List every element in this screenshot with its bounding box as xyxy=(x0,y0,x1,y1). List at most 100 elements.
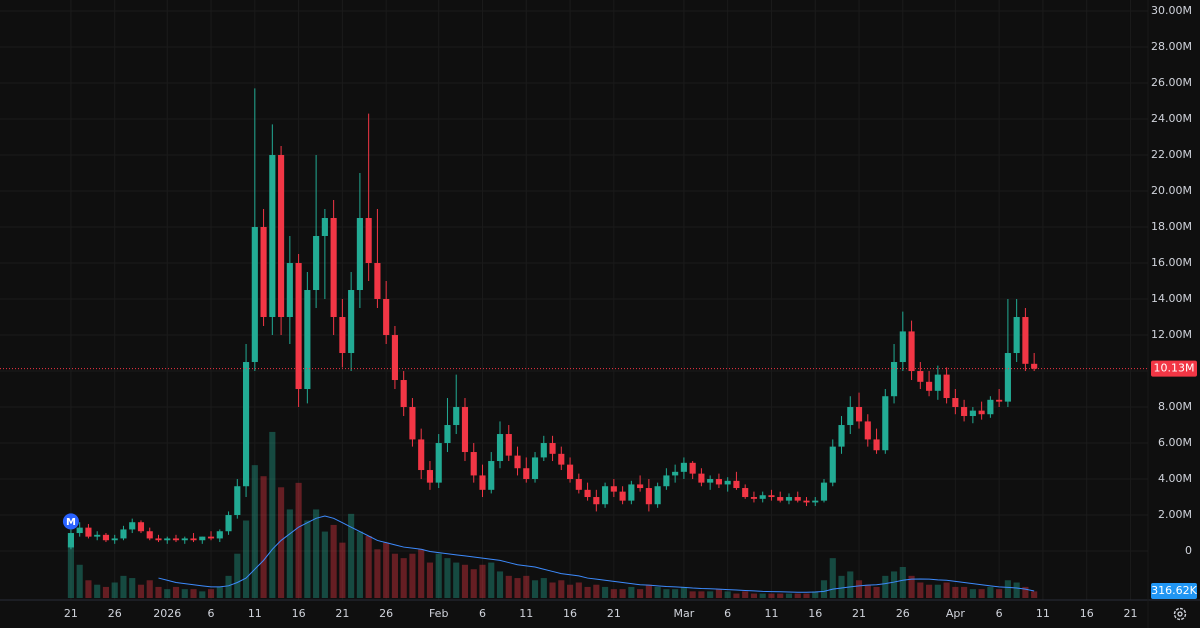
candle-body xyxy=(794,497,801,501)
volume-bar xyxy=(470,569,477,598)
candle-body xyxy=(321,218,328,237)
candle-body xyxy=(610,486,617,492)
candle-body xyxy=(777,497,784,501)
candle-body xyxy=(637,484,644,489)
volume-bar xyxy=(523,575,530,598)
candle-body xyxy=(987,399,994,415)
volume-bar xyxy=(602,586,609,598)
candle-body xyxy=(1013,317,1020,354)
y-tick-label: 14.00M xyxy=(1151,292,1192,305)
x-tick-label: 11 xyxy=(519,607,533,620)
volume-bar xyxy=(838,575,845,598)
event-marker-label: M xyxy=(66,517,76,528)
x-tick-label: 26 xyxy=(896,607,910,620)
volume-bar xyxy=(321,531,328,598)
candle-body xyxy=(882,396,889,451)
volume-bar xyxy=(181,589,188,598)
candle-body xyxy=(531,457,539,480)
candle-body xyxy=(698,473,705,483)
x-tick-label: Apr xyxy=(946,607,966,620)
candle-body xyxy=(488,461,495,490)
volume-bar xyxy=(803,593,810,598)
volume-bar xyxy=(908,575,915,598)
volume-bar xyxy=(330,524,337,598)
volume-bar xyxy=(672,589,679,598)
candle-body xyxy=(251,227,258,363)
volume-bar xyxy=(225,575,232,598)
volume-bar xyxy=(943,582,950,598)
x-tick-label: 21 xyxy=(335,607,349,620)
volume-bar xyxy=(926,584,933,598)
candle-body xyxy=(654,486,661,505)
volume-bar xyxy=(987,586,994,598)
candle-body xyxy=(566,464,574,480)
y-tick-label: 4.00M xyxy=(1158,472,1192,485)
candle-body xyxy=(1004,353,1011,402)
candle-body xyxy=(426,470,434,483)
y-tick-label: 22.00M xyxy=(1151,148,1192,161)
candle-body xyxy=(225,515,232,532)
grid xyxy=(0,0,1148,600)
candle-body xyxy=(575,479,582,490)
candle-body xyxy=(672,471,679,476)
candle-body xyxy=(164,538,171,541)
candle-body xyxy=(715,479,722,485)
volume-bar xyxy=(575,582,582,598)
volume-bar xyxy=(558,580,565,598)
x-tick-label: 26 xyxy=(379,607,393,620)
candle-body xyxy=(304,290,311,390)
candle-body xyxy=(540,443,547,458)
candle-body xyxy=(680,462,687,472)
volume-bar xyxy=(146,580,153,598)
volume-bar xyxy=(313,509,320,598)
x-tick-label: 16 xyxy=(563,607,577,620)
last-price-label: 10.13M xyxy=(1154,362,1195,375)
volume-bar xyxy=(794,593,801,598)
last-price-badge xyxy=(1151,360,1197,377)
candle-body xyxy=(216,531,223,539)
y-tick-label: 20.00M xyxy=(1151,184,1192,197)
y-tick-label: 0 xyxy=(1185,544,1192,557)
volume-bar xyxy=(619,589,626,598)
candle-body xyxy=(172,538,180,541)
volume-bar xyxy=(505,575,512,598)
candle-body xyxy=(453,407,460,426)
settings-button[interactable] xyxy=(1173,607,1187,621)
candle-body xyxy=(137,522,145,532)
candle-body xyxy=(829,446,836,483)
candle-body xyxy=(111,538,118,541)
candle-body xyxy=(383,299,390,336)
candle-body xyxy=(313,236,320,291)
candle-body xyxy=(514,455,521,469)
candles xyxy=(0,88,1148,550)
volume-bar xyxy=(847,571,854,598)
x-tick-label: 16 xyxy=(1080,607,1094,620)
axes: 02.00M4.00M6.00M8.00M10.00M12.00M14.00M1… xyxy=(62,4,1198,620)
x-tick-label: 21 xyxy=(1123,607,1137,620)
candle-body xyxy=(750,497,758,499)
volume-bar xyxy=(234,553,241,598)
candle-body xyxy=(435,443,442,483)
candle-body xyxy=(602,486,609,505)
x-tick-label: 21 xyxy=(64,607,78,620)
x-tick-label: 6 xyxy=(208,607,215,620)
event-marker[interactable] xyxy=(62,513,79,530)
candle-body xyxy=(234,486,241,516)
volume-bar xyxy=(418,549,425,598)
volume-bar xyxy=(654,586,661,598)
y-tick-label: 24.00M xyxy=(1151,112,1192,125)
volume-bar xyxy=(707,591,714,598)
volume-bar xyxy=(278,487,285,598)
volume-bar xyxy=(566,584,574,598)
candle-body xyxy=(1031,363,1038,369)
volume-bar xyxy=(479,564,486,598)
candle-body xyxy=(155,538,162,541)
candle-body xyxy=(339,317,346,354)
candle-body xyxy=(146,531,153,539)
candle-body xyxy=(838,425,845,447)
volume-bar xyxy=(286,509,293,598)
volume-bar xyxy=(961,586,968,598)
x-tick-label: 16 xyxy=(292,607,306,620)
